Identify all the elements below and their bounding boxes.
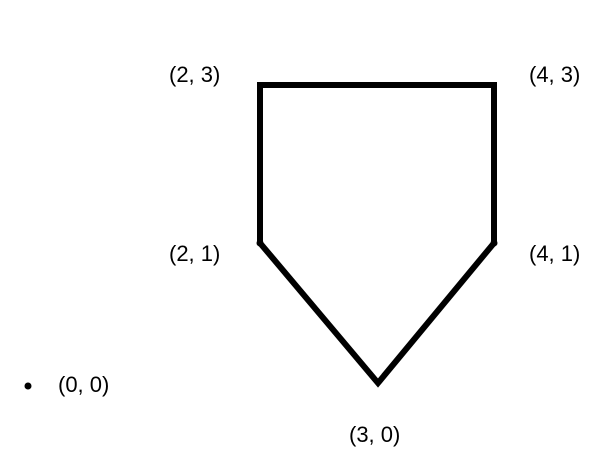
vertex-label-2-1: (2, 1) — [169, 241, 221, 266]
vertex-label-3-0: (3, 0) — [349, 422, 401, 447]
vertex-label-4-1: (4, 1) — [529, 241, 581, 266]
origin-label: (0, 0) — [58, 372, 110, 397]
pentagon-outline — [257, 82, 497, 388]
vertex-label-4-3: (4, 3) — [529, 62, 581, 87]
vertex-2-1-dot — [256, 239, 264, 247]
vertex-4-1-dot — [490, 239, 498, 247]
origin-point — [24, 382, 32, 390]
vertex-label-2-3: (2, 3) — [169, 62, 221, 87]
